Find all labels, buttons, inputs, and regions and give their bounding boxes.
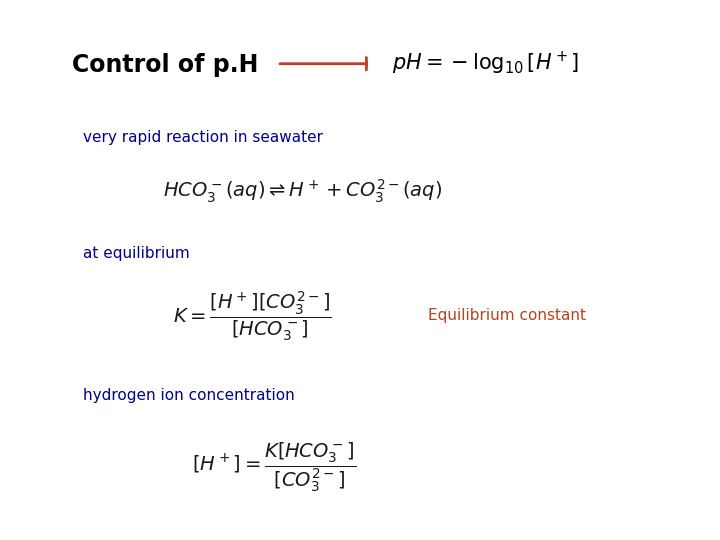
Text: $[H^+] = \dfrac{K[HCO_3^-]}{[CO_3^{2-}]}$: $[H^+] = \dfrac{K[HCO_3^-]}{[CO_3^{2-}]}… bbox=[192, 440, 356, 494]
Text: Equilibrium constant: Equilibrium constant bbox=[428, 308, 586, 323]
Text: $HCO_3^-(aq)\rightleftharpoons H^+ + CO_3^{2-}(aq)$: $HCO_3^-(aq)\rightleftharpoons H^+ + CO_… bbox=[163, 178, 442, 205]
Text: $pH = -\log_{10}[H^+]$: $pH = -\log_{10}[H^+]$ bbox=[392, 50, 580, 77]
Text: $K = \dfrac{[H^+][CO_3^{2-}]}{[HCO_3^-]}$: $K = \dfrac{[H^+][CO_3^{2-}]}{[HCO_3^-]}… bbox=[173, 289, 331, 343]
Text: hydrogen ion concentration: hydrogen ion concentration bbox=[83, 388, 294, 403]
Text: Control of p.H: Control of p.H bbox=[72, 53, 258, 77]
Text: at equilibrium: at equilibrium bbox=[83, 246, 189, 261]
Text: very rapid reaction in seawater: very rapid reaction in seawater bbox=[83, 130, 323, 145]
